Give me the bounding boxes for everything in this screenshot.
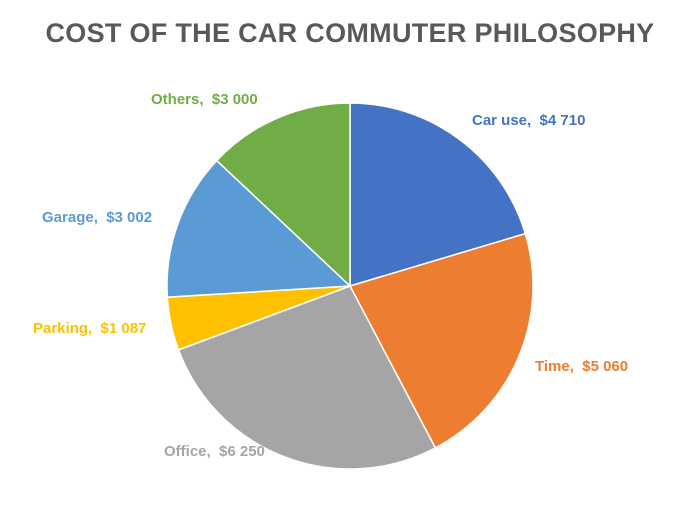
- pie-slice-time: [348, 232, 534, 449]
- data-label-time: Time, $5 060: [535, 358, 628, 375]
- chart-title: COST OF THE CAR COMMUTER PHILOSOPHY: [45, 18, 655, 48]
- pie-slice-others: [215, 102, 351, 288]
- data-label-others: Others, $3 000: [151, 91, 258, 108]
- data-label-garage: Garage, $3 002: [42, 209, 152, 226]
- pie-slice-office: [177, 285, 437, 470]
- data-label-car-use: Car use, $4 710: [472, 112, 585, 129]
- data-label-office: Office, $6 250: [164, 443, 265, 460]
- data-label-parking: Parking, $1 087: [33, 320, 146, 337]
- pie-slice-garage: [166, 159, 352, 298]
- pie-slice-car-use: [349, 102, 527, 288]
